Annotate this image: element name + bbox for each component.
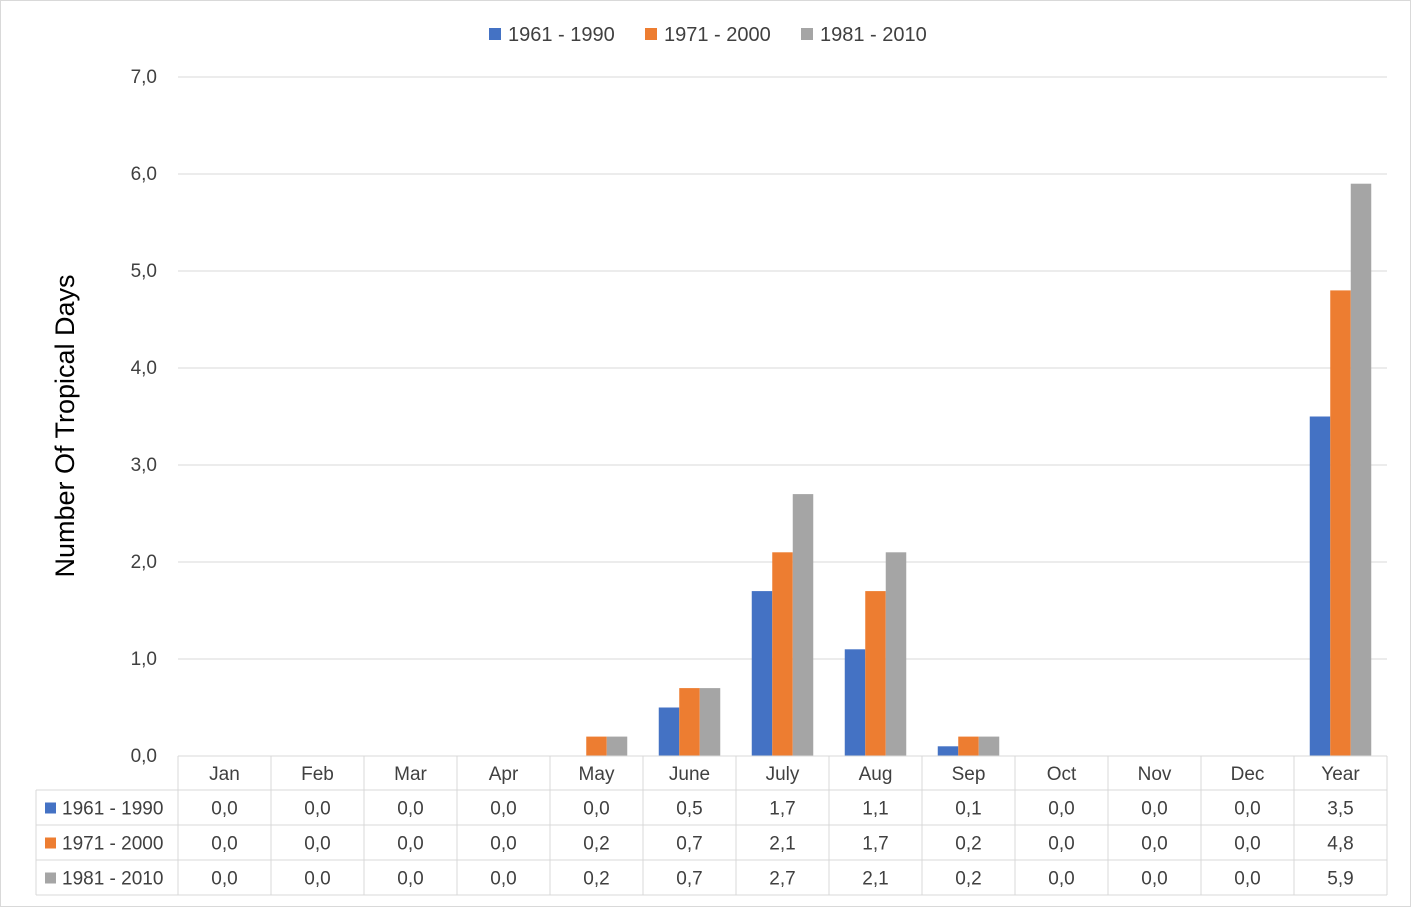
data-label: 0,0 <box>1048 834 1074 855</box>
table-legend-key <box>45 802 56 814</box>
data-label: 0,0 <box>490 869 516 890</box>
legend-swatch <box>801 28 813 40</box>
bar <box>1350 183 1372 756</box>
y-axis-label: Number Of Tropical Days <box>50 274 80 577</box>
data-label: 0,0 <box>1234 799 1260 820</box>
data-label: 0,0 <box>1141 869 1167 890</box>
data-label: 0,5 <box>676 799 702 820</box>
data-label: 5,9 <box>1327 869 1353 890</box>
y-tick-label: 4,0 <box>131 358 157 379</box>
data-table: Jan Feb Mar Apr May June July Aug Sep Oct Nov Dec Ye… <box>35 755 1388 896</box>
bar <box>658 707 680 756</box>
x-tick-label: Feb <box>301 764 334 785</box>
legend-entry: 1971 - 2000 <box>664 24 771 46</box>
data-label: 0,1 <box>955 799 981 820</box>
x-tick-label: Sep <box>952 764 986 785</box>
data-label: 0,0 <box>490 799 516 820</box>
bar <box>978 736 1000 756</box>
y-tick-label: 5,0 <box>131 261 157 282</box>
data-label: 0,0 <box>304 834 330 855</box>
y-axis-ticks: 0,0 1,0 2,0 3,0 4,0 5,0 6,0 7,0 <box>131 67 157 767</box>
bar <box>699 688 721 756</box>
table-series-name: 1961 - 1990 <box>62 799 163 820</box>
x-tick-label: July <box>766 764 800 785</box>
x-tick-label: May <box>579 764 615 785</box>
bar <box>586 736 607 756</box>
data-label: 0,2 <box>955 834 981 855</box>
bar <box>1309 416 1331 756</box>
data-label: 4,8 <box>1327 834 1353 855</box>
data-label: 1,1 <box>862 799 888 820</box>
x-tick-label: Oct <box>1047 764 1077 785</box>
y-tick-label: 3,0 <box>131 455 157 476</box>
data-label: 0,0 <box>211 799 237 820</box>
data-label: 0,0 <box>397 869 423 890</box>
y-tick-label: 1,0 <box>131 649 157 670</box>
bar <box>844 649 866 756</box>
bar <box>958 736 979 756</box>
bars <box>586 183 1372 756</box>
data-label: 0,2 <box>583 869 609 890</box>
legend-entry: 1961 - 1990 <box>508 24 615 46</box>
bar <box>937 746 959 756</box>
gridlines <box>178 76 1387 660</box>
data-label: 0,0 <box>490 834 516 855</box>
data-label: 0,0 <box>211 834 237 855</box>
data-label: 1,7 <box>769 799 795 820</box>
x-tick-label: June <box>669 764 710 785</box>
data-label: 0,0 <box>1234 834 1260 855</box>
data-label: 2,7 <box>769 869 795 890</box>
data-label: 2,1 <box>769 834 795 855</box>
data-label: 0,0 <box>397 834 423 855</box>
data-label: 0,0 <box>397 799 423 820</box>
bar <box>792 494 814 756</box>
data-label: 0,0 <box>304 799 330 820</box>
data-label: 0,0 <box>1234 869 1260 890</box>
y-tick-label: 7,0 <box>131 67 157 88</box>
x-tick-label: Apr <box>489 764 519 785</box>
data-label: 0,7 <box>676 834 702 855</box>
table-legend-key <box>45 872 56 884</box>
x-tick-label: Dec <box>1231 764 1265 785</box>
x-tick-label: Year <box>1321 764 1360 785</box>
bar <box>885 552 907 756</box>
data-label: 0,0 <box>1141 834 1167 855</box>
data-label: 0,0 <box>1141 799 1167 820</box>
data-label: 0,0 <box>1048 869 1074 890</box>
x-tick-label: Mar <box>394 764 427 785</box>
bar <box>772 552 793 756</box>
legend-entry: 1981 - 2010 <box>820 24 927 46</box>
x-tick-label: Jan <box>209 764 240 785</box>
data-label: 0,2 <box>583 834 609 855</box>
data-label: 0,0 <box>211 869 237 890</box>
data-label: 2,1 <box>862 869 888 890</box>
x-tick-label: Nov <box>1138 764 1172 785</box>
x-tick-label: Aug <box>859 764 893 785</box>
bar <box>865 591 886 756</box>
bar <box>606 736 628 756</box>
bar <box>679 688 700 756</box>
legend-swatch <box>645 28 657 40</box>
data-label: 0,0 <box>304 869 330 890</box>
data-label: 0,2 <box>955 869 981 890</box>
data-label: 0,7 <box>676 869 702 890</box>
table-series-name: 1981 - 2010 <box>62 869 163 890</box>
bar <box>1330 290 1351 756</box>
data-label: 0,0 <box>1048 799 1074 820</box>
table-legend-key <box>45 837 56 849</box>
table-series-name: 1971 - 2000 <box>62 834 163 855</box>
legend: 1961 - 1990 1971 - 2000 1981 - 2010 <box>489 24 927 46</box>
data-label: 1,7 <box>862 834 888 855</box>
y-tick-label: 0,0 <box>131 746 157 767</box>
bar <box>751 591 773 756</box>
y-tick-label: 6,0 <box>131 164 157 185</box>
data-label: 0,0 <box>583 799 609 820</box>
data-label: 3,5 <box>1327 799 1353 820</box>
legend-swatch <box>489 28 501 40</box>
y-tick-label: 2,0 <box>131 552 157 573</box>
